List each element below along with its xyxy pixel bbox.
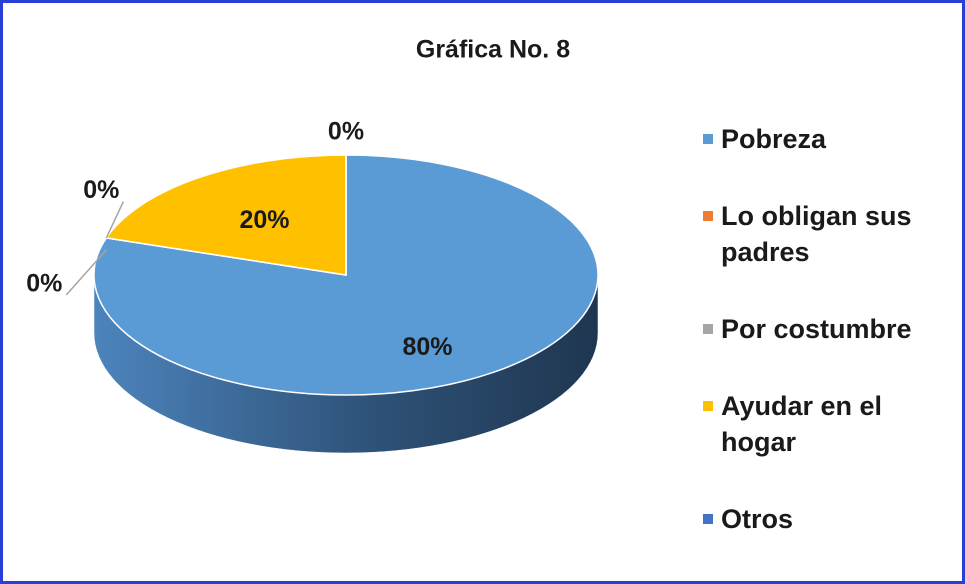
legend-item: Otros [703,501,953,537]
data-label: 0% [328,118,364,146]
legend-item: Pobreza [703,121,953,157]
data-label: 0% [26,270,62,298]
legend-label: Lo obligan sus padres [721,201,912,267]
leader-line [65,249,107,296]
pie-slice [105,154,347,276]
legend: Pobreza Lo obligan sus padres Por costumbr… [703,121,953,578]
leader-line [105,201,125,239]
chart: Gráfica No. 8 80% 0% 0% 20% 0% [26,36,599,454]
legend-item: Lo obligan sus padres [703,198,953,270]
legend-swatch [703,134,713,144]
data-label: 80% [402,333,452,361]
legend-item: Por costumbre [703,311,953,347]
legend-swatch [703,324,713,334]
legend-label: Pobreza [721,124,827,154]
legend-swatch [703,211,713,221]
legend-label: Por costumbre [721,314,912,344]
legend-label: Ayudar en el hogar [721,391,883,457]
data-label: 0% [83,176,119,204]
chart-title: Gráfica No. 8 [416,36,570,64]
legend-swatch [703,401,713,411]
legend-swatch [703,514,713,524]
data-label: 20% [240,206,290,234]
legend-label: Otros [721,504,794,534]
legend-item: Ayudar en el hogar [703,388,953,460]
